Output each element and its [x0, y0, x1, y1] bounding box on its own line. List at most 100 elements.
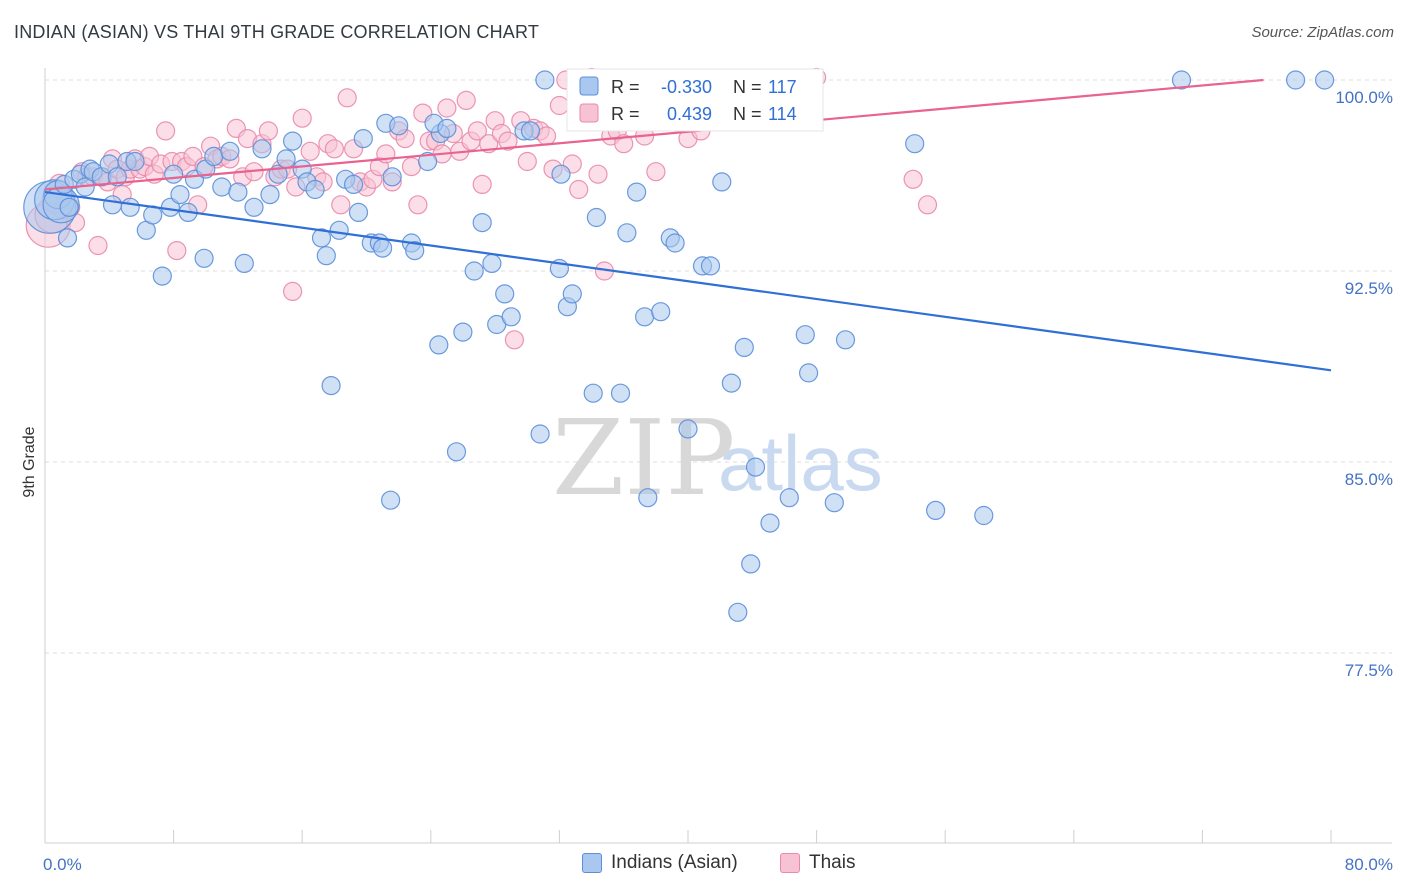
x-ticks: [44, 830, 1332, 843]
indian-point: [905, 134, 925, 154]
watermark: ZIP atlas: [552, 397, 883, 519]
indian-point: [220, 141, 240, 161]
indian-point: [381, 490, 401, 510]
thai-point: [331, 195, 351, 215]
thai-point: [472, 174, 492, 194]
legend-r-value-indian: -0.330: [661, 77, 712, 97]
thai-point: [536, 126, 557, 146]
thai-point: [517, 151, 537, 172]
indian-point: [348, 202, 369, 222]
indian-point: [734, 337, 754, 357]
indian-point: [234, 253, 254, 273]
indian-point: [678, 419, 698, 439]
legend-n-value-indian: 117: [768, 77, 797, 97]
indian-point: [373, 238, 393, 258]
x-tick-label-min: 0.0%: [43, 855, 82, 874]
y-axis-title: 9th Grade: [21, 426, 38, 497]
legend-item-indian: Indians (Asian): [582, 852, 738, 874]
indian-point: [429, 335, 449, 355]
indian-point: [107, 167, 127, 187]
indian-point: [535, 70, 555, 90]
indian-point: [562, 284, 582, 304]
thai-point: [337, 88, 357, 108]
indian-point: [212, 177, 232, 197]
legend-r-value-thai: 0.439: [667, 104, 712, 124]
thai-point: [292, 108, 312, 128]
indian-point: [974, 505, 994, 526]
indian-point: [721, 373, 742, 393]
indian-point: [405, 241, 425, 261]
indian-point: [260, 185, 280, 205]
legend-label-indian: Indians (Asian): [611, 852, 738, 873]
watermark-atlas: atlas: [718, 419, 883, 507]
indian-point: [501, 307, 521, 327]
indian-point: [610, 383, 631, 403]
indian-point: [472, 213, 492, 233]
series-legend: Indians (Asian) Thais: [0, 848, 1406, 880]
thai-point: [903, 169, 923, 189]
indian-point: [446, 442, 467, 462]
indian-point: [329, 220, 349, 240]
indian-point: [170, 185, 190, 205]
indian-point: [835, 330, 856, 350]
indian-point: [760, 513, 780, 533]
indian-point: [453, 322, 473, 342]
legend-item-thai: Thais: [780, 852, 855, 874]
indian-point: [700, 256, 721, 276]
indian-point: [798, 363, 819, 383]
x-tick-label-max: 80.0%: [1345, 855, 1393, 874]
indian-point: [305, 179, 325, 200]
indian-point: [626, 182, 647, 202]
thai-point: [167, 241, 187, 261]
thai-point: [401, 157, 422, 177]
stats-legend-box: [566, 68, 824, 132]
indian-point: [353, 129, 373, 149]
indian-point: [551, 164, 571, 184]
thai-point: [646, 162, 666, 182]
indian-point: [321, 376, 341, 396]
indian-point: [382, 167, 402, 187]
indian-point: [1171, 70, 1192, 90]
indian-point: [728, 602, 748, 622]
y-tick-label: 92.5%: [1345, 279, 1393, 298]
indian-point: [779, 488, 799, 508]
indian-point: [617, 223, 637, 243]
indian-point: [152, 266, 172, 286]
indian-point: [634, 307, 655, 327]
legend-swatch-indian-bottom: [582, 853, 602, 873]
indian-point: [586, 207, 607, 228]
legend-n-label-thai: N =: [733, 104, 762, 124]
indian-point: [665, 233, 685, 253]
legend-swatch-indian: [579, 76, 599, 96]
thai-point: [300, 141, 320, 161]
indian-point: [204, 146, 224, 166]
thai-point: [437, 98, 457, 118]
thai-point: [258, 121, 278, 141]
indian-point: [164, 164, 184, 184]
stats-legend: R = -0.330 N = 117 R = 0.439 N = 114: [566, 68, 824, 132]
indian-point: [244, 197, 264, 217]
indian-point: [745, 457, 766, 477]
thai-point: [569, 179, 589, 200]
thai-point: [917, 195, 938, 215]
legend-label-thai: Thais: [809, 852, 856, 873]
indian-point: [824, 493, 844, 513]
indian-point: [1285, 70, 1306, 90]
thai-point: [588, 164, 608, 184]
indian-point: [102, 195, 123, 215]
indian-point: [57, 228, 78, 248]
trend-lines: [44, 78, 1332, 372]
thai-point: [614, 134, 634, 154]
indian-point: [311, 228, 332, 248]
indian-point: [795, 325, 815, 345]
indian-point: [437, 118, 457, 138]
indian-point: [228, 182, 248, 202]
indian-point: [520, 121, 541, 141]
thai-point: [283, 281, 303, 301]
indian-points: [23, 70, 1335, 622]
indian-point: [283, 131, 303, 151]
indian-point: [583, 383, 603, 403]
indian-point: [530, 424, 550, 444]
legend-r-label-indian: R =: [611, 77, 640, 97]
thai-trend-line: [44, 78, 1264, 191]
